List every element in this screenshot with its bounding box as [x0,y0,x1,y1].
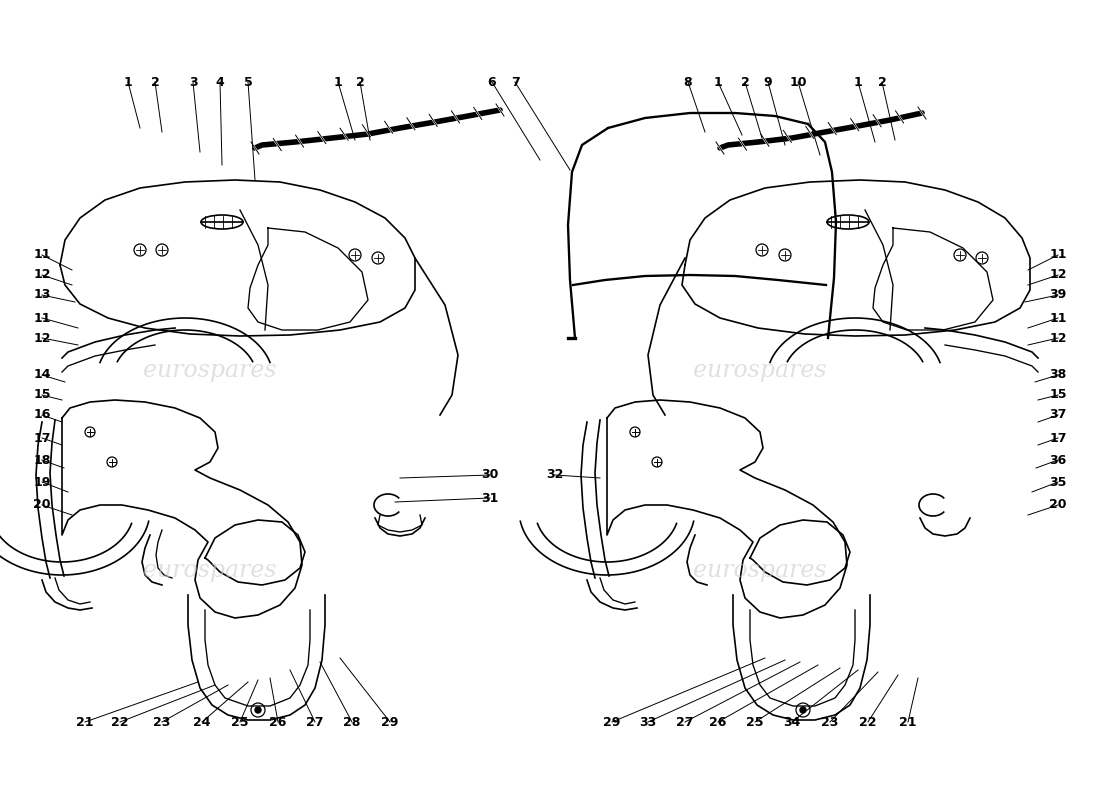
Text: 1: 1 [714,75,723,89]
Text: 1: 1 [333,75,342,89]
Text: 3: 3 [189,75,197,89]
Text: 33: 33 [639,715,657,729]
Text: 23: 23 [153,715,170,729]
Text: 1: 1 [123,75,132,89]
Text: 38: 38 [1049,369,1067,382]
Text: 2: 2 [878,75,887,89]
Text: 12: 12 [33,331,51,345]
Text: 27: 27 [306,715,323,729]
Text: 17: 17 [33,431,51,445]
Text: 5: 5 [243,75,252,89]
Text: 32: 32 [547,469,563,482]
Text: eurospares: eurospares [693,558,827,582]
Text: 11: 11 [1049,311,1067,325]
Circle shape [255,707,261,713]
Text: 8: 8 [684,75,692,89]
Text: 17: 17 [1049,431,1067,445]
Text: 12: 12 [1049,331,1067,345]
Text: 21: 21 [76,715,94,729]
Text: 27: 27 [676,715,694,729]
Text: 36: 36 [1049,454,1067,466]
Text: 10: 10 [790,75,806,89]
Text: 39: 39 [1049,289,1067,302]
Text: 23: 23 [822,715,838,729]
Text: 25: 25 [231,715,249,729]
Text: 20: 20 [1049,498,1067,511]
Text: 31: 31 [482,491,498,505]
Text: 4: 4 [216,75,224,89]
Text: eurospares: eurospares [693,358,827,382]
Text: 22: 22 [859,715,877,729]
Text: 18: 18 [33,454,51,466]
Text: 11: 11 [33,311,51,325]
Text: 15: 15 [1049,389,1067,402]
Text: 12: 12 [1049,269,1067,282]
Text: 37: 37 [1049,409,1067,422]
Text: 13: 13 [33,289,51,302]
Text: 34: 34 [783,715,801,729]
Text: 11: 11 [33,249,51,262]
Text: 2: 2 [355,75,364,89]
Text: 26: 26 [710,715,727,729]
Text: 29: 29 [382,715,398,729]
Text: 30: 30 [482,469,498,482]
Text: 16: 16 [33,409,51,422]
Text: 9: 9 [763,75,772,89]
Text: 24: 24 [194,715,211,729]
Text: 2: 2 [151,75,160,89]
Text: 29: 29 [603,715,620,729]
Text: 26: 26 [270,715,287,729]
Text: 20: 20 [33,498,51,511]
Text: 15: 15 [33,389,51,402]
Text: eurospares: eurospares [143,358,277,382]
Text: eurospares: eurospares [143,558,277,582]
Text: 28: 28 [343,715,361,729]
Text: 6: 6 [487,75,496,89]
Text: 11: 11 [1049,249,1067,262]
Circle shape [800,707,806,713]
Text: 19: 19 [33,475,51,489]
Text: 7: 7 [510,75,519,89]
Text: 1: 1 [854,75,862,89]
Text: 35: 35 [1049,475,1067,489]
Text: 14: 14 [33,369,51,382]
Text: 21: 21 [900,715,916,729]
Text: 25: 25 [746,715,763,729]
Text: 12: 12 [33,269,51,282]
Text: 2: 2 [740,75,749,89]
Text: 22: 22 [111,715,129,729]
